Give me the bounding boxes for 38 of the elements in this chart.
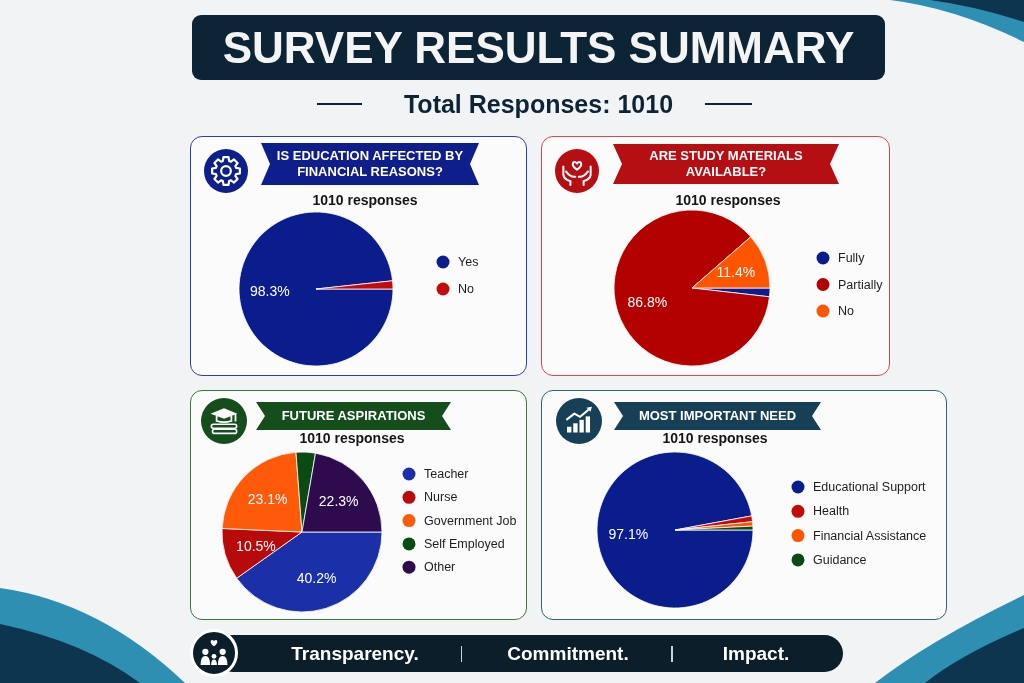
text: Transparency. (291, 642, 419, 665)
text: Commitment. (507, 642, 629, 665)
data-label: 86.8% (626, 293, 667, 310)
data-label: 97.1% (608, 525, 648, 542)
data-label: 11.4% (715, 263, 755, 280)
legend-label: Educational Support (812, 479, 926, 494)
text: Impact. (722, 642, 790, 665)
pie-slice (613, 209, 770, 366)
data-label: 22.3% (318, 492, 359, 509)
text: SURVEY RESULTS SUMMARY (222, 23, 855, 73)
chart-subtitle: 1010 responses (311, 191, 418, 208)
pie-slice (596, 451, 753, 608)
chart-title: FUTURE ASPIRATIONS (256, 402, 451, 430)
data-label: 23.1% (247, 490, 287, 507)
legend-label: No (457, 281, 474, 296)
legend-label: Health (812, 503, 849, 518)
legend-label: Self Employed (423, 536, 505, 551)
legend-label: Yes (457, 254, 478, 269)
legend-label: Government Job (423, 513, 516, 528)
text: Total Responses: 1010 (403, 89, 674, 119)
legend-label: Partially (837, 277, 883, 291)
data-label: 40.2% (296, 569, 336, 586)
chart-title: ARE STUDY MATERIALS AVAILABLE? (613, 144, 839, 184)
data-label: 10.5% (235, 537, 276, 554)
legend-label: Fully (837, 250, 865, 265)
legend-label: Guidance (812, 552, 867, 567)
chart-subtitle: 1010 responses (298, 429, 405, 446)
chart-title: IS EDUCATION AFFECTED BY FINANCIAL REASONS? (261, 143, 479, 185)
legend-label: Other (423, 559, 455, 574)
legend-label: Teacher (423, 466, 468, 481)
legend-label: No (837, 303, 854, 318)
chart-title: MOST IMPORTANT NEED (614, 402, 821, 430)
data-label: 98.3% (249, 282, 290, 299)
pie-slice (238, 211, 393, 366)
legend-label: Financial Assistance (812, 528, 926, 543)
chart-subtitle: 1010 responses (674, 191, 781, 208)
legend-label: Nurse (423, 489, 457, 504)
chart-subtitle: 1010 responses (661, 429, 768, 446)
